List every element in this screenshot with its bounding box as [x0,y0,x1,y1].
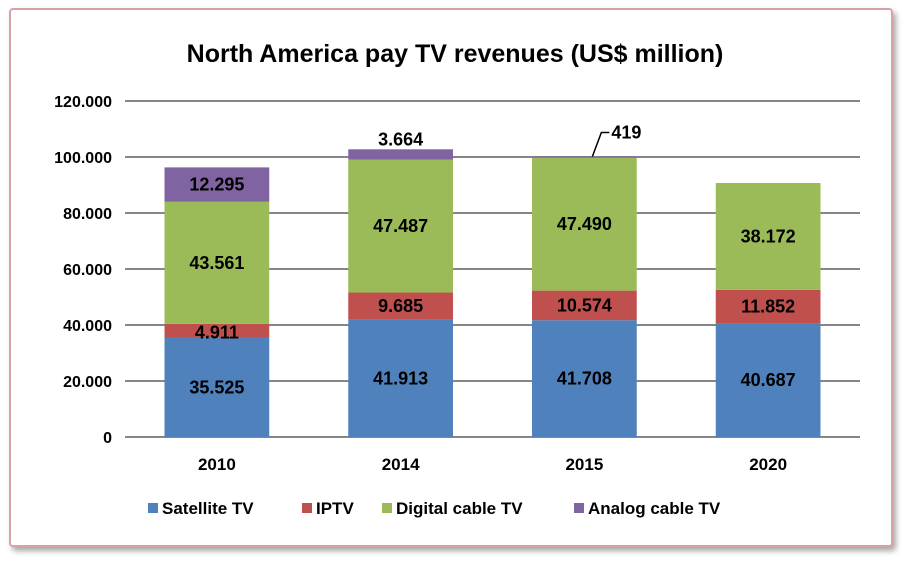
legend-swatch [148,503,158,513]
legend-swatch [302,503,312,513]
y-tick-label: 100.000 [54,150,112,167]
legend-label: Analog cable TV [588,499,721,518]
bar-segment [532,157,637,291]
data-label: 4.911 [195,323,239,343]
legend-swatch [574,503,584,513]
bar-segment [348,149,453,160]
bar-segment [164,201,270,324]
data-label: 10.574 [557,295,612,315]
bar-segment [164,323,270,338]
bar-segment [164,337,270,437]
bar-segment [532,320,637,437]
data-label: 41.708 [557,369,612,389]
bar-segment [715,323,821,437]
x-tick-label: 2010 [198,455,236,474]
data-label: 419 [611,122,641,142]
data-label: 41.913 [373,368,428,388]
data-label: 35.525 [189,377,244,397]
bar-segment [715,183,821,290]
y-tick-label: 80.000 [63,206,112,223]
legend-swatch [382,503,392,513]
x-tick-label: 2015 [565,455,603,474]
y-tick-label: 60.000 [63,262,112,279]
bar-segment [164,167,270,202]
leader-line [591,131,610,157]
y-tick-label: 40.000 [63,318,112,335]
y-tick-label: 0 [103,430,112,447]
bar-segment [348,292,453,320]
y-tick-label: 20.000 [63,374,112,391]
data-label: 40.687 [741,370,796,390]
data-label: 47.487 [373,216,428,236]
data-label: 9.685 [378,296,423,316]
y-tick-label: 120.000 [54,94,112,111]
chart-title: North America pay TV revenues (US$ milli… [187,40,724,68]
legend-label: Satellite TV [162,499,254,518]
data-label: 3.664 [378,129,423,149]
data-label: 43.561 [189,253,244,273]
data-label: 11.852 [741,296,795,316]
bar-segment [348,319,453,437]
data-label: 12.295 [189,175,244,195]
x-tick-label: 2020 [749,455,787,474]
legend-label: Digital cable TV [396,499,523,518]
x-tick-label: 2014 [382,455,420,474]
bar-segment [715,289,821,324]
data-label: 47.490 [557,214,612,234]
bar-segment [532,156,637,158]
data-label: 38.172 [741,226,796,246]
bar-segment [348,159,453,293]
bar-segment [532,290,637,321]
legend-label: IPTV [316,499,354,518]
